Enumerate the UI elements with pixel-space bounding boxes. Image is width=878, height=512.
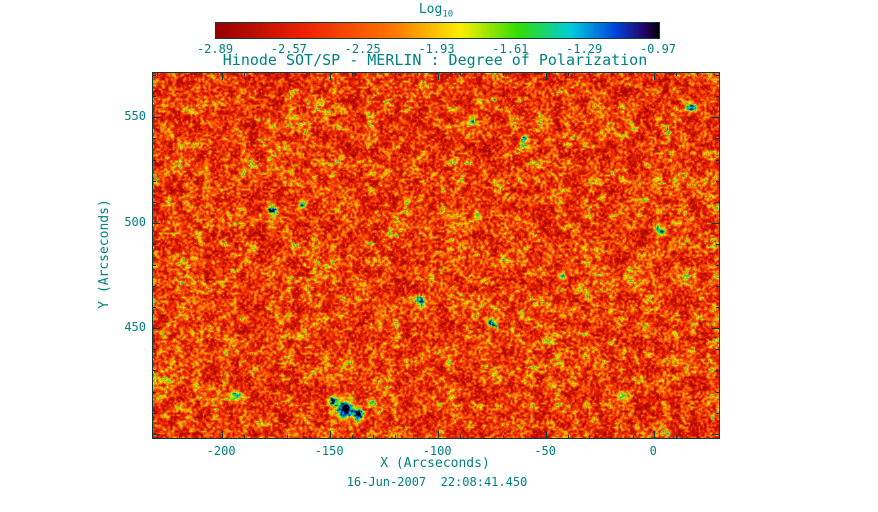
x-tick-label: -150 [314,444,344,458]
y-tick-label: 450 [124,320,146,335]
x-tick-label: 0 [649,444,657,458]
y-tick-label: 550 [124,109,146,124]
colorbar-tick-label: -2.89 [196,42,234,56]
y-tick-label: 500 [124,214,146,229]
x-tick-label: -50 [534,444,557,458]
y-axis-label: Y (Arcseconds) [97,199,112,309]
colorbar-tick-label: -2.57 [270,42,307,56]
colorbar-tick-label: -1.61 [492,42,529,56]
colorbar-tick-label: -0.97 [639,42,677,56]
x-tick-label: -100 [422,444,452,458]
colorbar-tick-label: -1.29 [566,42,603,56]
colorbar-title: Log10 [419,2,453,23]
colorbar-tick-label: -1.93 [418,42,455,56]
x-axis-label: X (Arcseconds) [380,456,490,471]
plot-area [152,72,720,439]
colorbar-title-text: Log [418,2,443,17]
timestamp: 16-Jun-2007 22:08:41.450 [346,475,528,489]
x-tick-label: -200 [206,444,236,458]
colorbar-title-subscript: 10 [442,9,454,20]
colorbar-gradient [215,22,660,39]
plot-title: Hinode SOT/SP - MERLIN : Degree of Polar… [222,51,648,69]
colorbar-tick-label: -2.25 [344,42,381,56]
heatmap-canvas [153,73,719,438]
